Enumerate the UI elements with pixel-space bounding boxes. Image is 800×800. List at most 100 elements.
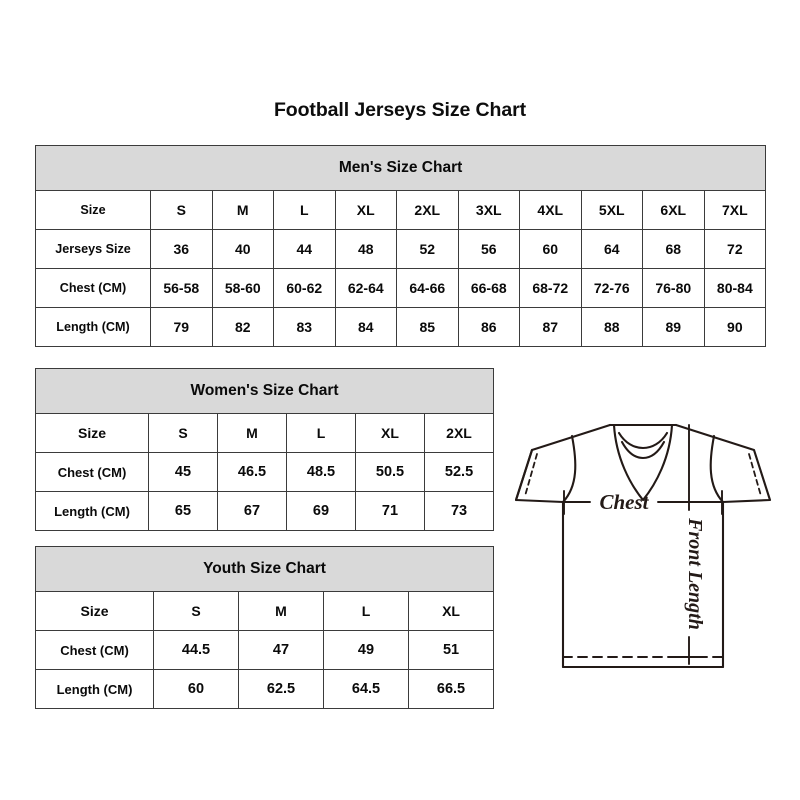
header-cell: 2XL [423, 413, 495, 453]
table-cell: 51 [407, 630, 495, 670]
table-cell: 73 [423, 491, 495, 531]
table-cell: 58-60 [211, 268, 274, 308]
table-cell: 36 [150, 229, 213, 269]
table-row: Length (CM) 79 82 83 84 85 86 87 88 89 9… [35, 307, 767, 347]
row-label: Chest (CM) [35, 268, 151, 308]
youth-size-chart-table: Youth Size Chart Size S M L XL Chest (CM… [34, 546, 495, 709]
table-cell: 82 [211, 307, 274, 347]
header-cell: S [150, 190, 213, 230]
row-label: Length (CM) [35, 669, 154, 709]
table-cell: 40 [211, 229, 274, 269]
table-cell: 90 [703, 307, 767, 347]
row-label: Chest (CM) [35, 452, 149, 492]
header-cell: M [211, 190, 274, 230]
table-row: Length (CM) 60 62.5 64.5 66.5 [35, 669, 495, 709]
jersey-measurement-diagram: Chest Front Length [498, 392, 788, 692]
table-cell: 52.5 [423, 452, 495, 492]
table-cell: 48 [334, 229, 397, 269]
table-cell: 66.5 [407, 669, 495, 709]
womens-caption: Women's Size Chart [34, 368, 495, 414]
table-cell: 44 [273, 229, 336, 269]
table-cell: 71 [355, 491, 425, 531]
row-label: Length (CM) [35, 307, 151, 347]
left-cuff-dashed-line [524, 453, 538, 497]
front-length-label: Front Length [684, 517, 706, 630]
table-header-row: Size S M L XL 2XL 3XL 4XL 5XL 6XL 7XL [35, 190, 767, 230]
table-cell: 72 [703, 229, 767, 269]
table-cell: 72-76 [580, 268, 643, 308]
table-cell: 84 [334, 307, 397, 347]
header-cell: L [323, 591, 409, 631]
right-armhole [709, 434, 725, 504]
table-cell: 62.5 [238, 669, 324, 709]
table-cell: 46.5 [217, 452, 287, 492]
header-cell: XL [334, 190, 397, 230]
table-row: Chest (CM) 45 46.5 48.5 50.5 52.5 [35, 452, 495, 492]
neck-inner-band-2 [617, 431, 669, 450]
table-cell: 56 [457, 229, 520, 269]
header-cell: 2XL [396, 190, 459, 230]
table-caption-row: Men's Size Chart [34, 145, 767, 191]
chest-label: Chest [599, 490, 649, 514]
header-cell: XL [355, 413, 425, 453]
table-cell: 56-58 [150, 268, 213, 308]
row-label: Jerseys Size [35, 229, 151, 269]
table-cell: 85 [396, 307, 459, 347]
left-armhole [561, 434, 577, 504]
table-cell: 49 [323, 630, 409, 670]
table-header-row: Size S M L XL [35, 591, 495, 631]
table-cell: 64-66 [396, 268, 459, 308]
header-cell: 3XL [457, 190, 520, 230]
header-cell: Size [35, 413, 149, 453]
table-cell: 76-80 [642, 268, 705, 308]
right-sleeve-outline [674, 423, 772, 504]
table-cell: 80-84 [703, 268, 767, 308]
header-cell: M [238, 591, 324, 631]
table-cell: 52 [396, 229, 459, 269]
header-cell: L [286, 413, 356, 453]
table-cell: 67 [217, 491, 287, 531]
table-cell: 64 [580, 229, 643, 269]
womens-size-chart-table: Women's Size Chart Size S M L XL 2XL Che… [34, 368, 495, 531]
table-cell: 50.5 [355, 452, 425, 492]
table-cell: 47 [238, 630, 324, 670]
table-row: Jerseys Size 36 40 44 48 52 56 60 64 68 … [35, 229, 767, 269]
header-cell: S [148, 413, 218, 453]
table-header-row: Size S M L XL 2XL [35, 413, 495, 453]
header-cell: 5XL [580, 190, 643, 230]
header-cell: L [273, 190, 336, 230]
table-cell: 64.5 [323, 669, 409, 709]
header-cell: S [153, 591, 239, 631]
row-label: Length (CM) [35, 491, 149, 531]
left-cuff-edge [514, 448, 534, 502]
table-cell: 44.5 [153, 630, 239, 670]
table-cell: 66-68 [457, 268, 520, 308]
mens-caption: Men's Size Chart [34, 145, 767, 191]
neck-inner-band-3 [620, 440, 666, 460]
youth-caption: Youth Size Chart [34, 546, 495, 592]
neck-and-shoulders [608, 423, 678, 502]
mens-size-chart-table: Men's Size Chart Size S M L XL 2XL 3XL 4… [34, 145, 767, 347]
table-cell: 62-64 [334, 268, 397, 308]
header-cell: 4XL [519, 190, 582, 230]
header-cell: Size [35, 190, 151, 230]
table-caption-row: Youth Size Chart [34, 546, 495, 592]
header-cell: M [217, 413, 287, 453]
table-cell: 60 [153, 669, 239, 709]
header-cell: XL [407, 591, 495, 631]
table-row: Chest (CM) 44.5 47 49 51 [35, 630, 495, 670]
table-cell: 88 [580, 307, 643, 347]
table-cell: 86 [457, 307, 520, 347]
table-row: Length (CM) 65 67 69 71 73 [35, 491, 495, 531]
table-cell: 83 [273, 307, 336, 347]
page-title: Football Jerseys Size Chart [274, 99, 526, 121]
left-sleeve-outline [514, 423, 612, 504]
table-cell: 79 [150, 307, 213, 347]
table-cell: 60-62 [273, 268, 336, 308]
table-cell: 89 [642, 307, 705, 347]
header-cell: 6XL [642, 190, 705, 230]
header-cell: Size [35, 591, 154, 631]
table-row: Chest (CM) 56-58 58-60 60-62 62-64 64-66… [35, 268, 767, 308]
header-cell: 7XL [703, 190, 767, 230]
table-cell: 60 [519, 229, 582, 269]
